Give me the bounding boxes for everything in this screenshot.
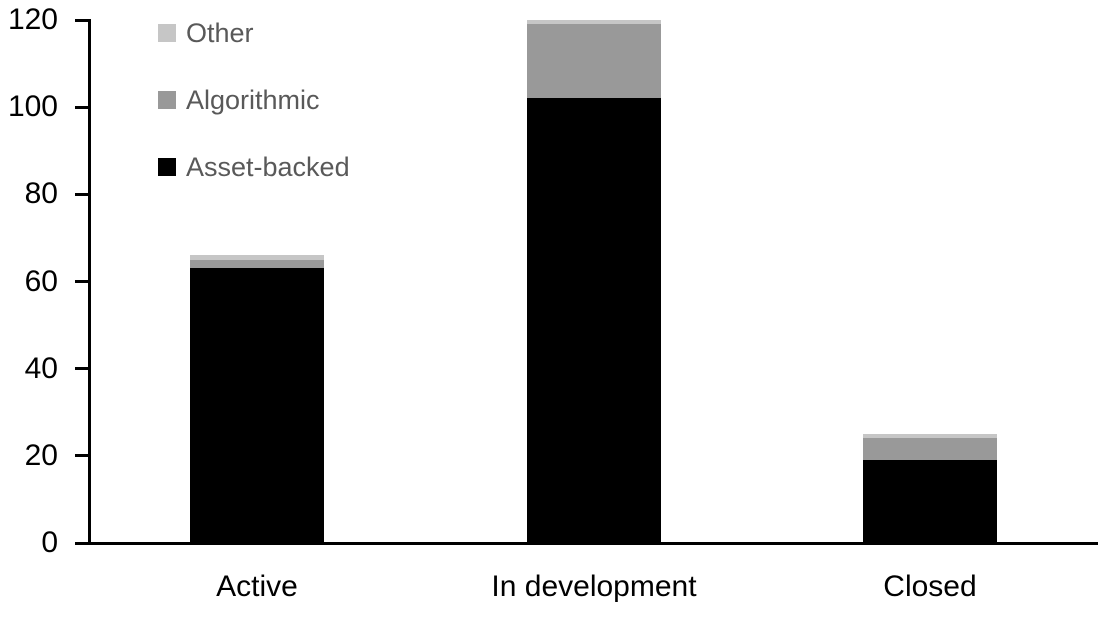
legend-item: Asset-backed [158,152,350,182]
y-axis-tick [75,192,91,196]
y-tick-label: 40 [24,351,58,385]
bar-segment-asset-backed [527,98,661,543]
bar-segment-other [863,434,997,439]
y-axis-tick [75,367,91,371]
legend-item: Other [158,18,254,48]
legend-label: Algorithmic [186,85,320,115]
legend-item: Algorithmic [158,85,320,115]
legend-swatch-icon [158,158,176,176]
category-label: In development [491,570,697,603]
bar-segment-algorithmic [190,259,324,269]
x-axis-line [75,542,1098,545]
bar-segment-other [190,255,324,260]
legend-label: Other [186,18,254,48]
y-tick-label: 120 [7,3,58,36]
category-label: Active [216,570,298,603]
legend-label: Asset-backed [186,152,350,182]
bar-segment-other [527,20,661,25]
y-tick-label: 100 [7,90,58,124]
bar-segment-asset-backed [863,460,997,543]
legend-swatch-icon [158,91,176,109]
y-tick-label: 80 [24,177,58,211]
y-tick-label: 20 [24,438,58,472]
bar-segment-algorithmic [527,24,661,99]
y-axis-tick [75,18,91,22]
bar-segment-asset-backed [190,268,324,543]
bar-segment-algorithmic [863,438,997,461]
y-tick-label: 60 [24,264,58,298]
legend-swatch-icon [158,24,176,42]
y-axis-tick [75,280,91,283]
y-axis-tick [75,105,91,109]
y-tick-label: 0 [41,526,58,559]
y-axis-tick [75,454,91,458]
category-label: Closed [883,570,977,603]
